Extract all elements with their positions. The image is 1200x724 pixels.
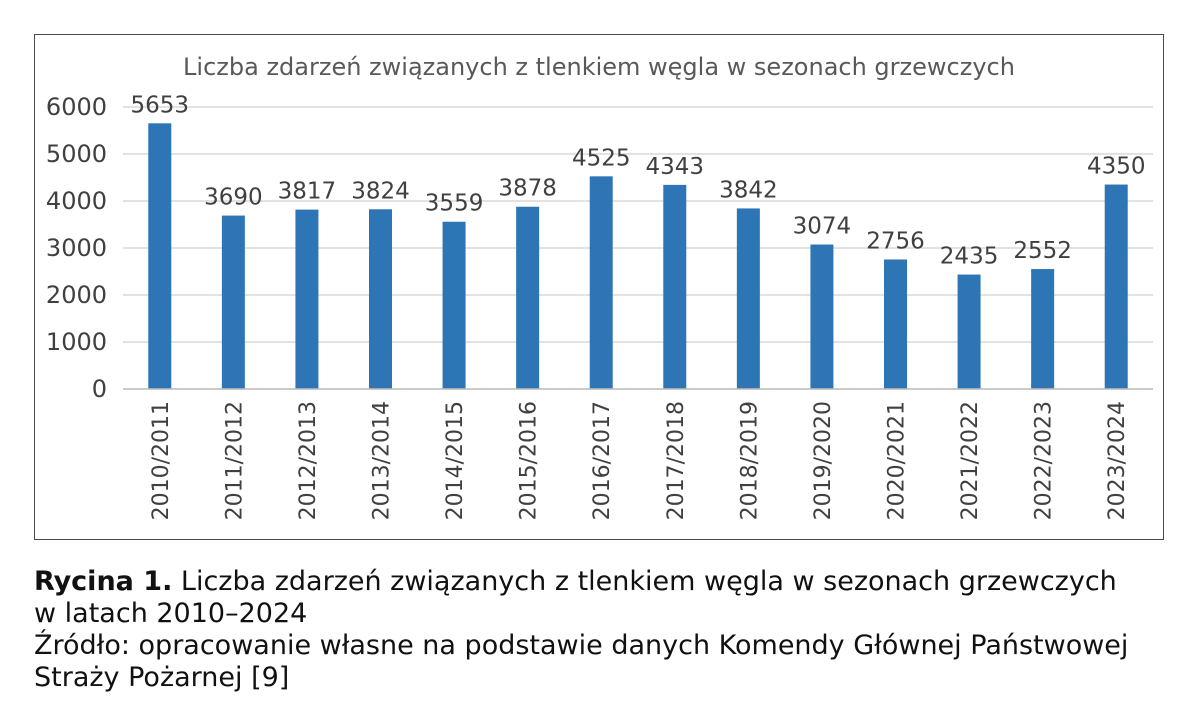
caption-text: Liczba zdarzeń związanych z tlenkiem węg… bbox=[172, 566, 1117, 597]
data-label: 4525 bbox=[572, 145, 631, 171]
x-tick-label: 2018/2019 bbox=[737, 401, 762, 520]
data-label: 2552 bbox=[1013, 238, 1072, 264]
caption-label: Rycina 1. bbox=[34, 566, 173, 597]
x-tick-label: 2010/2011 bbox=[149, 401, 174, 520]
bar bbox=[221, 215, 245, 389]
x-tick-label: 2020/2021 bbox=[885, 401, 910, 520]
x-tick-label: 2019/2020 bbox=[811, 401, 836, 520]
chart-title: Liczba zdarzeń związanych z tlenkiem węg… bbox=[183, 53, 1015, 81]
x-tick-label: 2016/2017 bbox=[590, 401, 615, 520]
bar bbox=[1104, 184, 1128, 389]
bar bbox=[663, 184, 687, 389]
bar bbox=[148, 123, 172, 390]
caption-source-line1: Źródło: opracowanie własne na podstawie … bbox=[34, 630, 1129, 661]
x-tick-label: 2013/2014 bbox=[370, 401, 395, 520]
x-tick-label: 2017/2018 bbox=[664, 401, 689, 520]
data-label: 3559 bbox=[425, 191, 484, 217]
y-tick-label: 0 bbox=[92, 375, 107, 403]
caption-title-line: Rycina 1. Liczba zdarzeń związanych z tl… bbox=[34, 566, 1184, 598]
y-tick-label: 3000 bbox=[46, 234, 107, 262]
x-tick-label: 2011/2012 bbox=[222, 401, 247, 520]
data-label: 3824 bbox=[351, 178, 410, 204]
x-tick-label: 2023/2024 bbox=[1105, 401, 1130, 520]
bar bbox=[1031, 269, 1055, 389]
data-label: 2435 bbox=[940, 244, 999, 270]
caption-text-line2: w latach 2010–2024 bbox=[34, 598, 308, 629]
bar bbox=[810, 244, 834, 389]
x-tick-label: 2021/2022 bbox=[958, 401, 983, 520]
data-label: 4350 bbox=[1087, 154, 1146, 180]
y-tick-label: 1000 bbox=[46, 328, 107, 356]
bar bbox=[589, 176, 613, 389]
y-tick-label: 6000 bbox=[46, 93, 107, 121]
x-tick-label: 2014/2015 bbox=[443, 401, 468, 520]
bar bbox=[736, 208, 760, 389]
bar bbox=[295, 209, 319, 389]
bar bbox=[369, 209, 392, 389]
chart: Liczba zdarzeń związanych z tlenkiem węg… bbox=[46, 53, 1153, 520]
data-label: 5653 bbox=[131, 92, 190, 118]
y-tick-label: 2000 bbox=[46, 281, 107, 309]
data-label: 3842 bbox=[719, 177, 778, 203]
y-tick-label: 5000 bbox=[46, 140, 107, 168]
bar bbox=[442, 221, 466, 389]
data-label: 3690 bbox=[204, 185, 263, 211]
x-tick-label: 2012/2013 bbox=[296, 401, 321, 520]
x-tick-label: 2022/2023 bbox=[1032, 401, 1057, 520]
data-label: 3817 bbox=[278, 179, 337, 205]
data-label: 4343 bbox=[646, 154, 705, 180]
chart-frame: Liczba zdarzeń związanych z tlenkiem węg… bbox=[34, 34, 1164, 540]
x-tick-label: 2015/2016 bbox=[517, 401, 542, 520]
data-label: 3074 bbox=[793, 214, 852, 240]
data-label: 3878 bbox=[498, 176, 557, 202]
data-label: 2756 bbox=[866, 228, 925, 254]
bar bbox=[884, 259, 907, 389]
bar bbox=[516, 206, 540, 389]
bar bbox=[957, 274, 981, 389]
figure-caption: Rycina 1. Liczba zdarzeń związanych z tl… bbox=[34, 566, 1184, 694]
caption-source-line2: Straży Pożarnej [9] bbox=[34, 662, 290, 693]
y-tick-label: 4000 bbox=[46, 187, 107, 215]
